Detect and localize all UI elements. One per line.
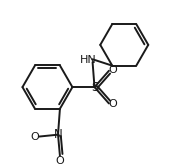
Text: S: S [91, 81, 98, 94]
Text: O: O [109, 99, 118, 109]
Text: O: O [56, 156, 64, 166]
Text: HN: HN [79, 55, 96, 65]
Text: O: O [109, 65, 118, 75]
Text: N: N [54, 128, 62, 141]
Text: O: O [30, 132, 39, 142]
